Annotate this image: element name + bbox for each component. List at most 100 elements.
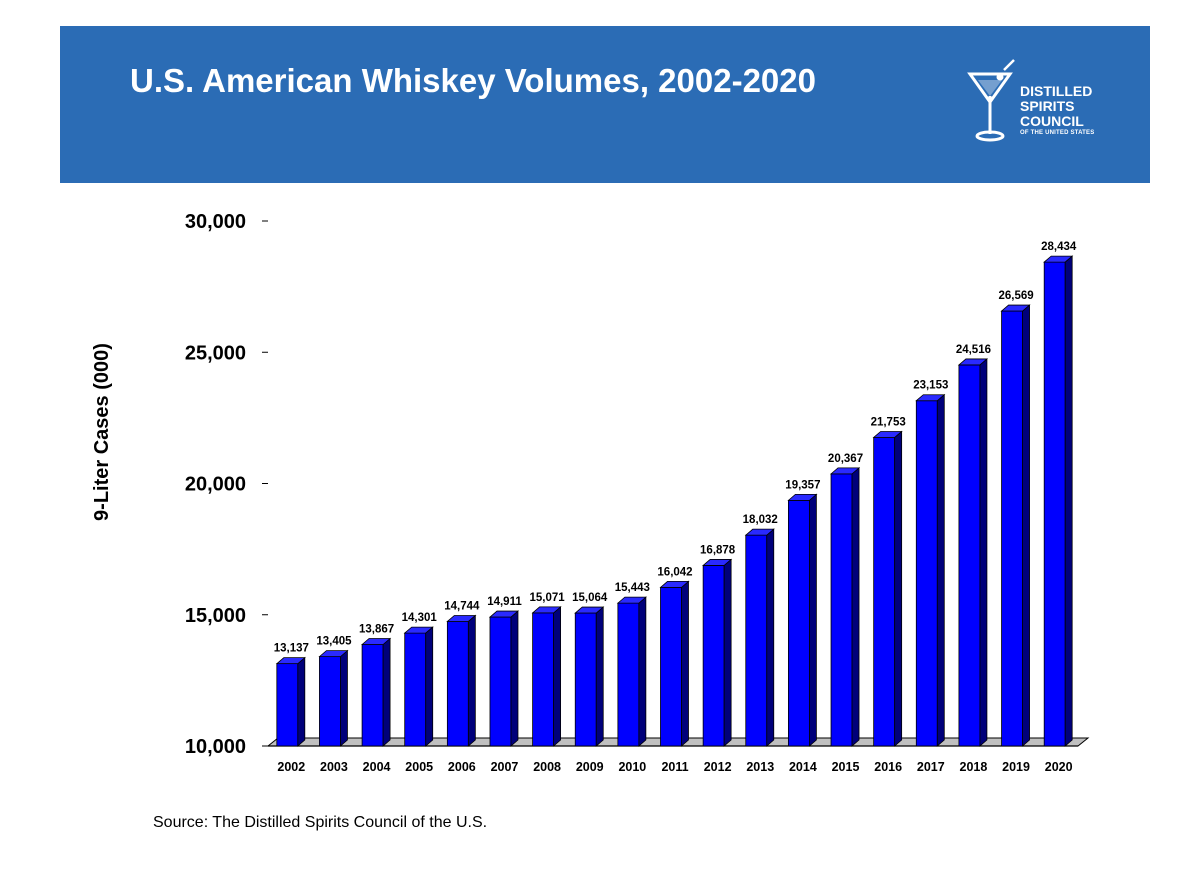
bar-chart: 13,137 13,405 13,867 14,301 14,744 14,911 15,0… (91, 211, 1090, 774)
bar (446, 614, 477, 747)
bar-side (510, 610, 519, 747)
data-label: 28,434 (1041, 241, 1077, 253)
bar (744, 528, 775, 747)
x-tick-label: 2003 (320, 760, 348, 774)
bar (275, 656, 306, 747)
y-tick-label: 15,000 (185, 605, 246, 627)
bar-front (745, 534, 768, 747)
x-tick-label: 2006 (448, 760, 476, 774)
bar-top (360, 638, 392, 645)
bar (574, 606, 605, 747)
bar (318, 649, 349, 747)
x-tick-label: 2018 (960, 760, 988, 774)
data-label: 18,032 (743, 514, 778, 526)
bar-front (404, 632, 427, 747)
bar (403, 626, 434, 747)
chart-x-ticks: 2002 2003 2004 2005 2006 2007 2008 2009 2010 2011… (277, 760, 1072, 774)
bar-front (319, 656, 341, 747)
y-axis-label: 9-Liter Cases (000) (91, 343, 113, 521)
data-label: 15,064 (572, 592, 608, 604)
data-label: 26,569 (998, 290, 1033, 302)
bar-top (403, 626, 434, 634)
bar-side (1022, 304, 1030, 747)
page-title: U.S. American Whiskey Volumes, 2002-2020 (130, 62, 816, 99)
y-tick-label: 20,000 (185, 474, 246, 496)
x-tick-label: 2008 (533, 760, 561, 774)
bar-side (425, 626, 434, 747)
bar (531, 606, 562, 747)
chart-data-labels: 13,137 13,405 13,867 14,301 14,744 14,911 15,0… (274, 241, 1077, 655)
logo-line-1: DISTILLED (1020, 83, 1093, 99)
bar-side (681, 580, 689, 747)
bar (659, 580, 690, 747)
bar-top (829, 467, 861, 475)
bar-side (979, 358, 988, 747)
bar-front (660, 586, 682, 747)
x-tick-label: 2019 (1002, 760, 1030, 774)
bar-side (766, 528, 775, 747)
bar-top (787, 493, 818, 501)
bar-front (532, 612, 555, 747)
x-tick-label: 2015 (832, 760, 860, 774)
bar (872, 430, 903, 747)
x-tick-label: 2007 (491, 760, 519, 774)
bar-front (958, 364, 981, 747)
bar (1000, 304, 1031, 747)
x-tick-label: 2013 (746, 760, 774, 774)
y-tick-label: 30,000 (185, 211, 246, 233)
bar (829, 466, 861, 747)
bar-front (446, 621, 469, 747)
data-label: 13,405 (316, 636, 352, 648)
logo-line-2: SPIRITS (1020, 98, 1075, 114)
bar-front (830, 473, 853, 747)
bar-side (467, 614, 476, 747)
bar-top (616, 596, 647, 604)
bar-top (275, 657, 306, 665)
y-tick-label: 25,000 (185, 342, 246, 364)
x-tick-label: 2009 (576, 760, 604, 774)
chart-y-ticks: 10,000 15,000 20,000 25,000 30,000 (185, 211, 268, 758)
chart-bars (275, 255, 1074, 747)
x-tick-label: 2014 (789, 760, 817, 774)
bar-top (1000, 304, 1031, 312)
data-label: 20,367 (828, 453, 863, 465)
x-tick-label: 2004 (363, 760, 391, 774)
bar-front (1001, 310, 1023, 747)
bar-top (446, 615, 477, 622)
logo-line-3: COUNCIL (1020, 113, 1084, 129)
bar (1043, 255, 1074, 747)
data-label: 23,153 (913, 380, 948, 392)
title-banner (60, 26, 1150, 183)
data-label: 14,301 (402, 612, 438, 624)
bar-top (702, 559, 733, 566)
x-tick-label: 2005 (405, 760, 433, 774)
bar-front (489, 616, 512, 747)
x-tick-label: 2002 (277, 760, 305, 774)
y-tick-label: 10,000 (185, 736, 246, 758)
bar-side (894, 430, 903, 747)
bar-side (936, 393, 945, 747)
bar (787, 493, 818, 747)
data-label: 16,878 (700, 544, 736, 556)
bar (702, 558, 733, 747)
x-tick-label: 2020 (1045, 760, 1073, 774)
bar (360, 637, 392, 747)
data-label: 21,753 (871, 416, 906, 428)
bar-top (915, 394, 946, 402)
bar-top (318, 650, 349, 658)
bar (915, 393, 946, 747)
bar-top (744, 528, 775, 536)
bar-front (915, 400, 938, 747)
x-tick-label: 2012 (704, 760, 732, 774)
bar-top (488, 610, 520, 618)
logo-line-4: OF THE UNITED STATES (1020, 130, 1095, 136)
bar-side (595, 606, 604, 747)
bar-top (574, 606, 605, 614)
data-label: 15,443 (615, 582, 650, 594)
bar-top (531, 606, 562, 614)
bar-front (361, 644, 384, 747)
bar-side (808, 493, 817, 747)
brand-logo-text: DISTILLED SPIRITS COUNCIL OF THE UNITED … (1020, 84, 1094, 137)
bar-front (617, 602, 640, 747)
bar-front (873, 437, 896, 747)
